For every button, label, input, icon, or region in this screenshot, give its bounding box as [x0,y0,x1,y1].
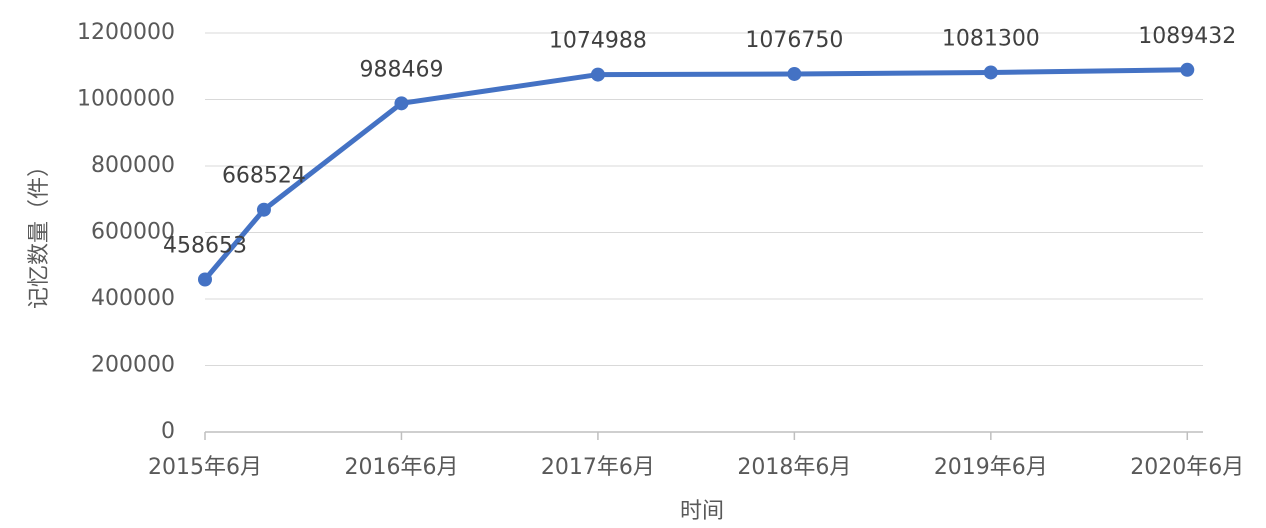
point [787,66,802,81]
y-axis-title: 记忆数量（件） [27,155,52,309]
y-tick-label: 600000 [91,220,175,245]
point [983,65,998,80]
y-tick-label: 1000000 [77,87,175,112]
x-tick-label: 2019年6月 [934,455,1048,480]
line [203,67,1188,282]
x-tick-label: 2016年6月 [344,455,458,480]
y-tick-label: 1200000 [77,20,175,45]
y-tick-label: 0 [161,419,175,444]
data-label: 988469 [359,57,443,82]
point [1180,62,1195,77]
data-label: 1081300 [942,26,1040,51]
x-tick-label: 2015年6月 [148,455,262,480]
data-label: 1089432 [1138,24,1236,49]
data-label: 1076750 [745,28,843,53]
point [590,67,605,82]
y-tick-label: 800000 [91,153,175,178]
data-label: 1074988 [549,29,647,54]
data-label: 668524 [222,164,306,189]
point [394,96,409,111]
x-tick-label: 2018年6月 [737,455,851,480]
x-tick-label: 2020年6月 [1130,455,1244,480]
y-tick-label: 200000 [91,353,175,378]
data-label: 458653 [163,233,247,258]
x-axis-title: 时间 [680,499,724,524]
x-tick-label: 2017年6月 [541,455,655,480]
y-tick-label: 400000 [91,286,175,311]
point [198,272,212,287]
point [256,202,271,217]
